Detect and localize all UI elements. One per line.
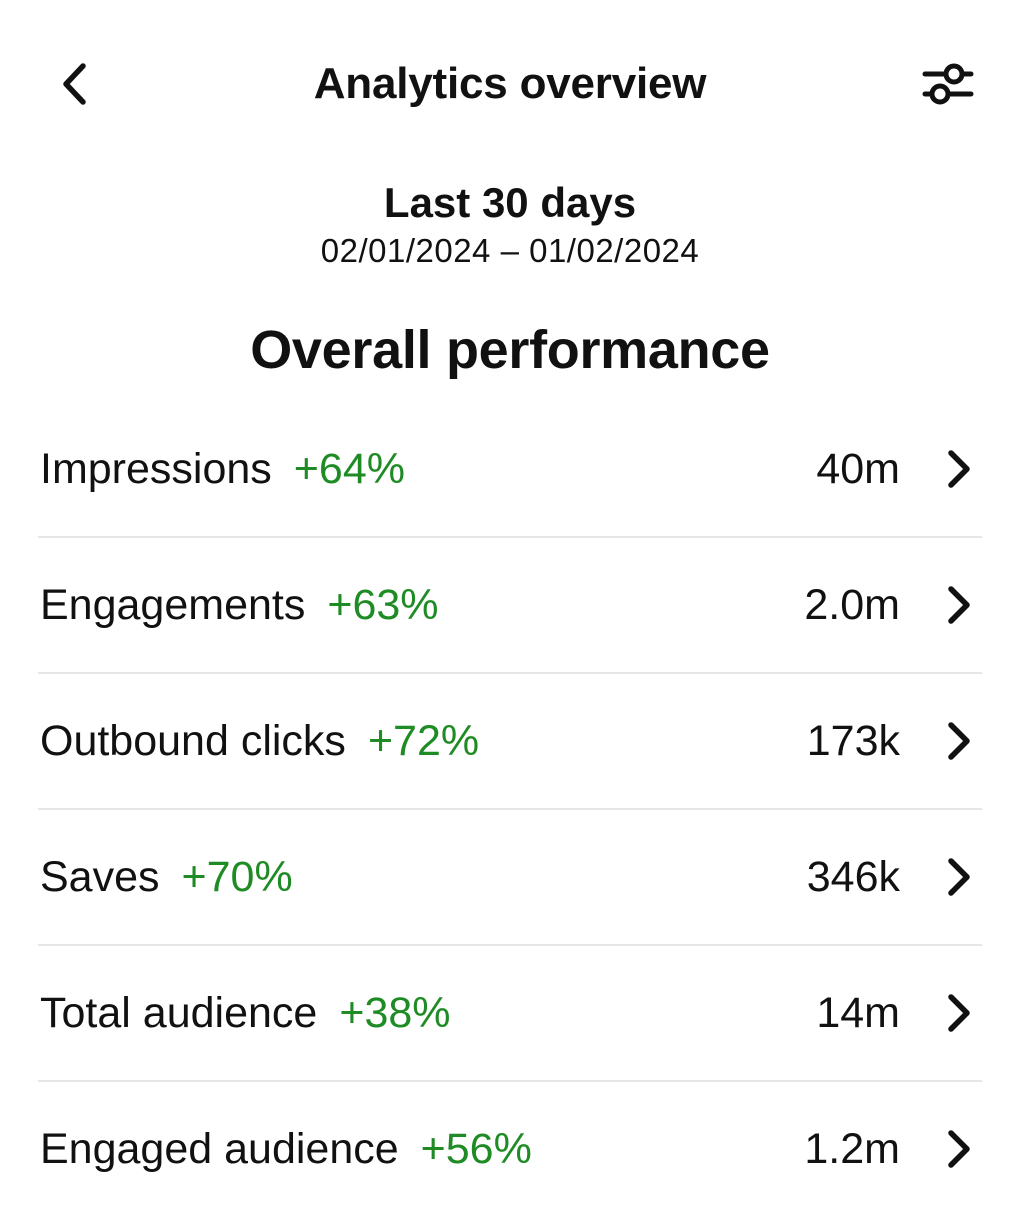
chevron-right-icon	[942, 993, 976, 1033]
date-range-selector[interactable]: Last 30 days 02/01/2024 – 01/02/2024	[0, 176, 1020, 272]
metric-value: 346k	[806, 853, 900, 901]
chevron-right-icon	[942, 721, 976, 761]
date-range-dates: 02/01/2024 – 01/02/2024	[320, 232, 700, 269]
metric-row-outbound-clicks[interactable]: Outbound clicks +72% 173k	[38, 674, 982, 810]
top-bar: Analytics overview	[0, 0, 1020, 170]
filter-button[interactable]	[918, 58, 978, 110]
metric-change: +70%	[181, 853, 293, 901]
chevron-right-icon	[942, 449, 976, 489]
metric-name: Saves	[40, 853, 160, 901]
metric-name: Outbound clicks	[40, 717, 346, 765]
metric-name: Impressions	[40, 445, 272, 493]
metric-value: 40m	[816, 445, 900, 493]
metric-row-saves[interactable]: Saves +70% 346k	[38, 810, 982, 946]
metric-name: Engaged audience	[40, 1125, 399, 1173]
metric-change: +63%	[327, 581, 439, 629]
back-button[interactable]	[48, 58, 100, 110]
metrics-list: Impressions +64% 40m Engagements +63% 2.…	[38, 402, 982, 1216]
metric-row-engagements[interactable]: Engagements +63% 2.0m	[38, 538, 982, 674]
metric-change: +38%	[339, 989, 451, 1037]
chevron-right-icon	[942, 585, 976, 625]
section-title: Overall performance	[250, 320, 770, 380]
sliders-icon	[922, 63, 974, 105]
metric-value: 2.0m	[804, 581, 900, 629]
metric-change: +72%	[367, 717, 480, 765]
metric-value: 1.2m	[804, 1125, 900, 1173]
metric-name: Total audience	[40, 989, 318, 1037]
chevron-right-icon	[942, 857, 976, 897]
metric-row-impressions[interactable]: Impressions +64% 40m	[38, 402, 982, 538]
metric-name: Engagements	[40, 581, 306, 629]
metric-row-engaged-audience[interactable]: Engaged audience +56% 1.2m	[38, 1082, 982, 1216]
date-range-label: Last 30 days	[383, 179, 637, 226]
chevron-right-icon	[942, 1129, 976, 1169]
metric-row-total-audience[interactable]: Total audience +38% 14m	[38, 946, 982, 1082]
metric-value: 14m	[816, 989, 900, 1037]
metric-value: 173k	[806, 717, 900, 765]
metric-change: +56%	[420, 1125, 532, 1173]
metric-change: +64%	[293, 445, 405, 493]
chevron-left-icon	[63, 63, 86, 105]
page-title: Analytics overview	[313, 59, 707, 108]
